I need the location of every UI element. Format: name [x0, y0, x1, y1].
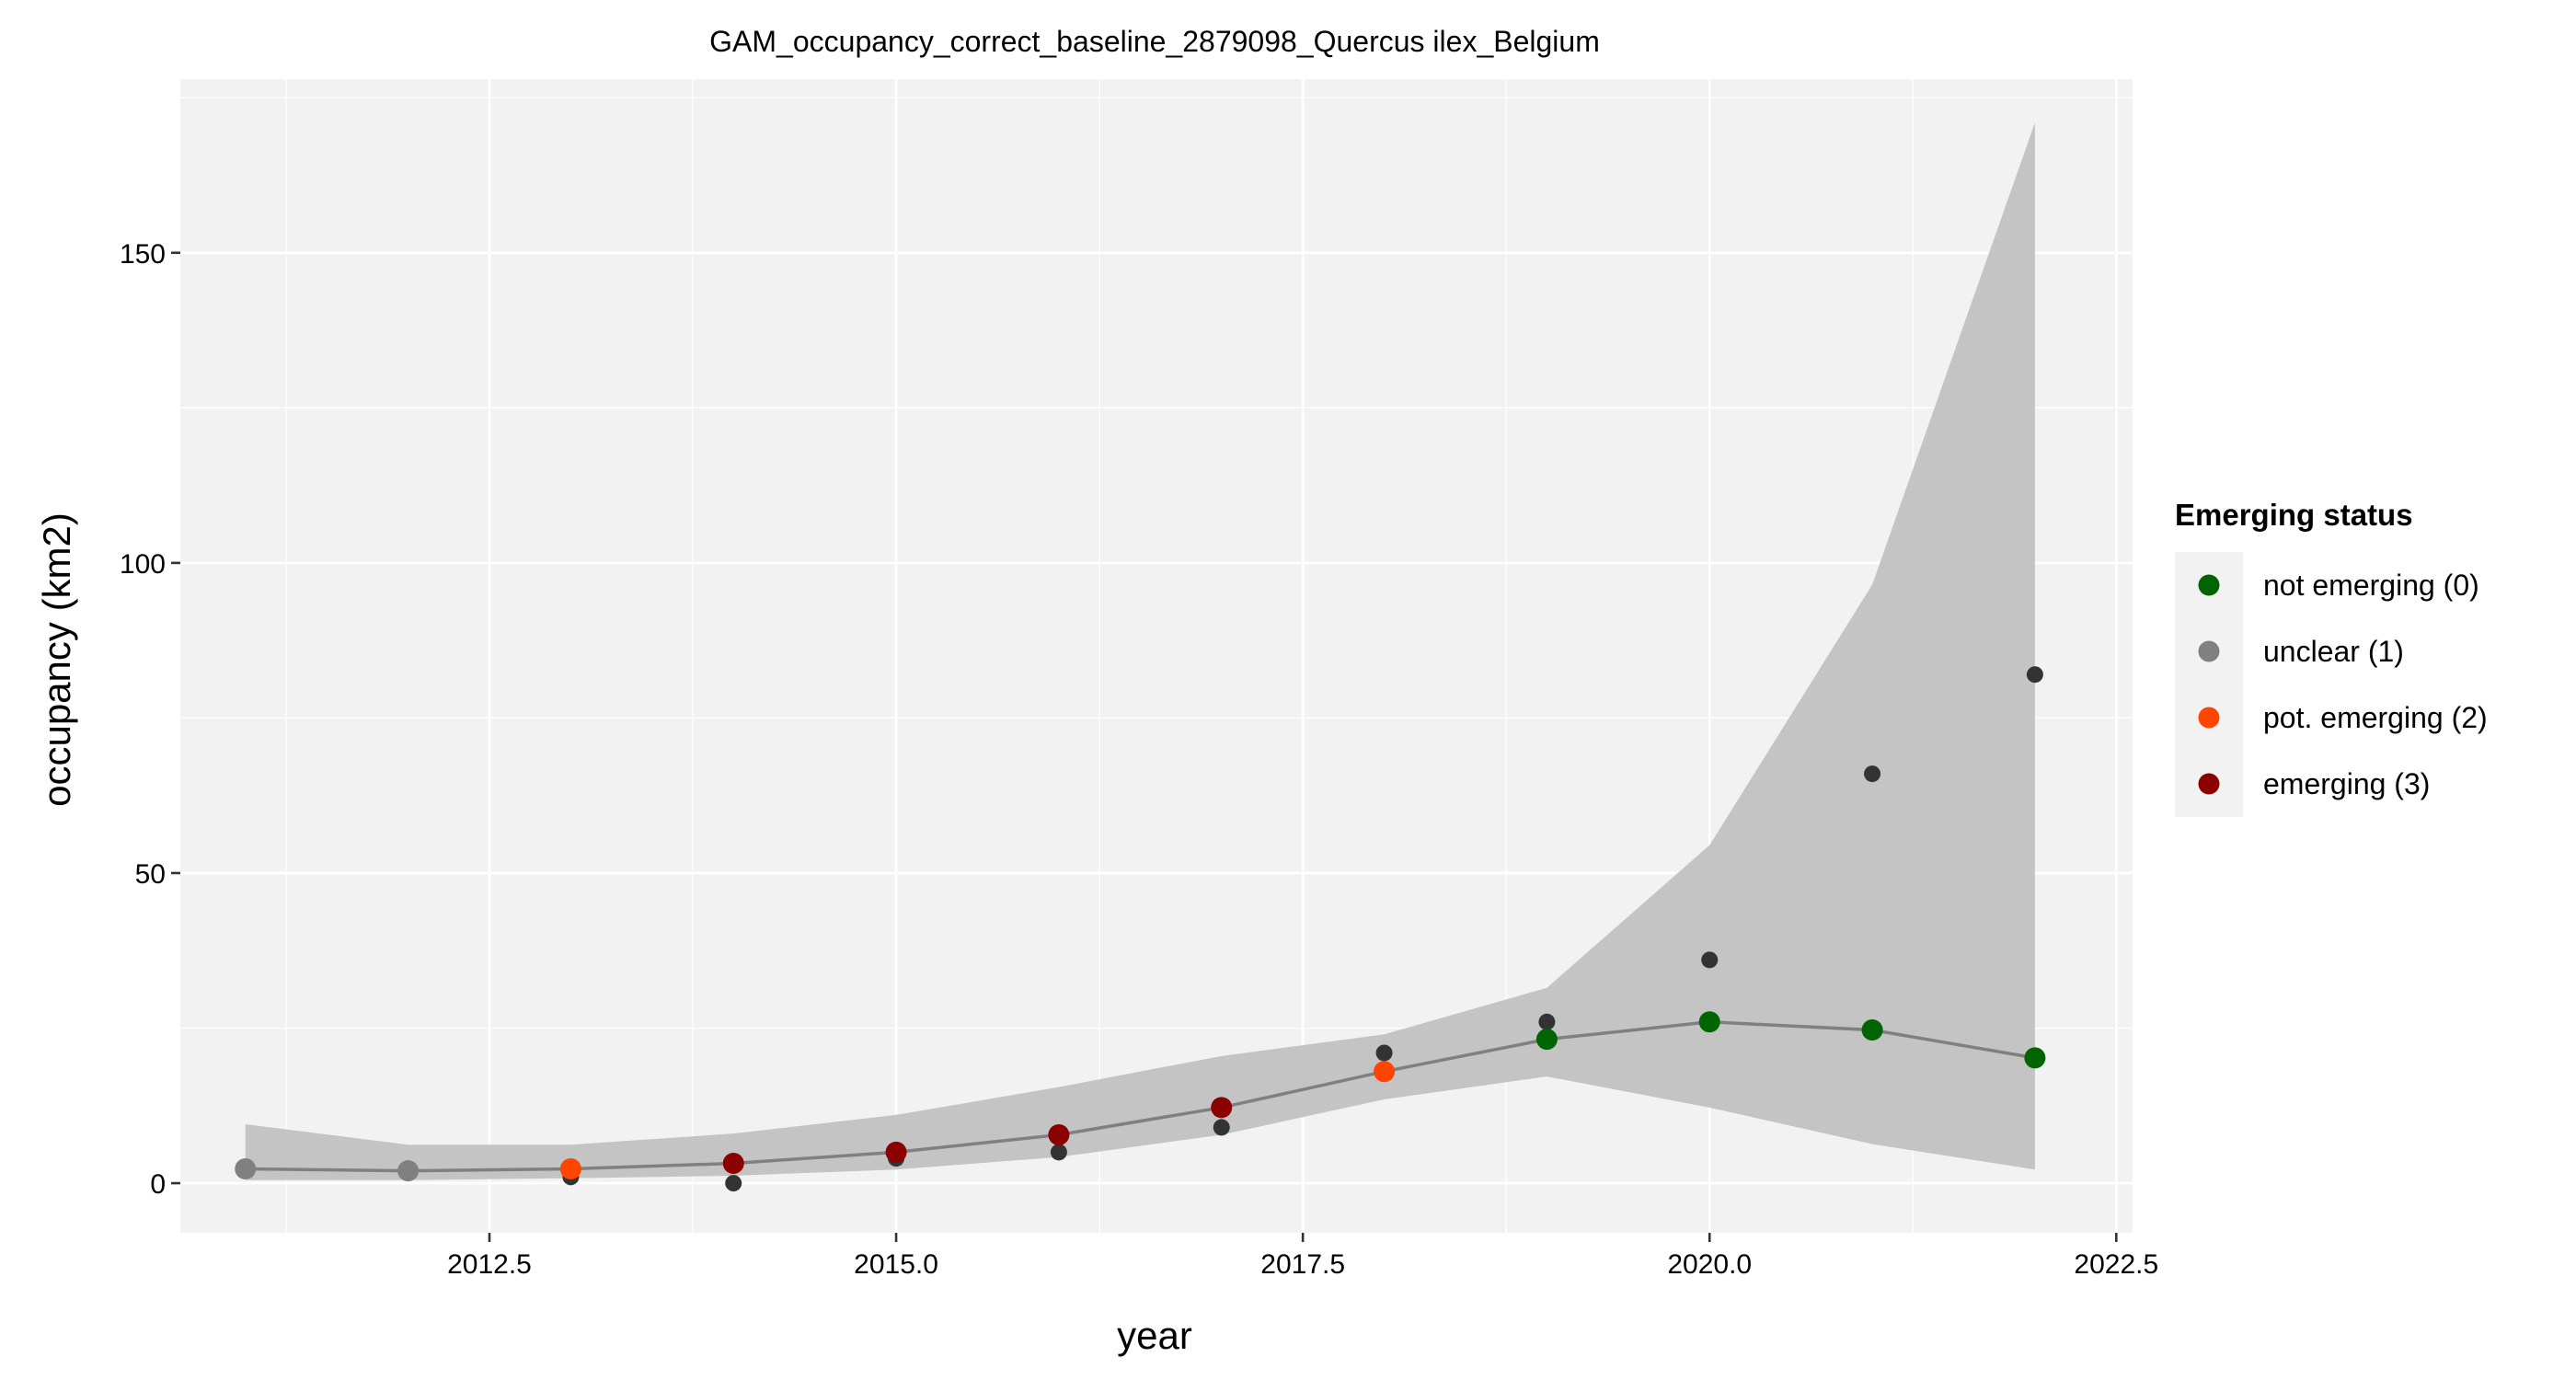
status-point [235, 1158, 257, 1180]
y-axis-title: occupancy (km2) [35, 512, 78, 807]
status-point [885, 1141, 907, 1163]
legend-label: pot. emerging (2) [2263, 701, 2488, 734]
legend-title: Emerging status [2175, 498, 2413, 532]
legend-key-1 [2198, 640, 2220, 662]
legend-key-0 [2198, 574, 2220, 596]
observed-point [1375, 1044, 1393, 1062]
observed-point [1701, 951, 1719, 969]
status-point [1861, 1019, 1883, 1041]
y-tick-label: 0 [150, 1169, 166, 1200]
status-point [1374, 1061, 1396, 1083]
legend-label: not emerging (0) [2263, 569, 2479, 602]
y-tick-label: 50 [135, 859, 166, 890]
confidence-band [245, 122, 2035, 1180]
legend-key-3 [2198, 773, 2220, 795]
chart-title: GAM_occupancy_correct_baseline_2879098_Q… [709, 25, 1600, 58]
legend-key-background [2175, 552, 2243, 817]
fitted-trend-line [245, 1020, 2036, 1173]
x-axis-title: year [1117, 1314, 1192, 1357]
status-point [559, 1158, 581, 1180]
x-tick-label: 2022.5 [2074, 1249, 2158, 1280]
observed-point [2026, 666, 2043, 684]
x-tick-label: 2017.5 [1260, 1249, 1345, 1280]
observed-point [1213, 1119, 1230, 1136]
status-point [2024, 1047, 2046, 1069]
status-point [397, 1160, 420, 1182]
x-tick-label: 2012.5 [447, 1249, 532, 1280]
major-gridlines [180, 79, 2133, 1233]
status-point [1211, 1097, 1233, 1119]
x-axis: 2012.5 2015.0 2017.5 2020.0 2022.5 [447, 1233, 2158, 1280]
y-axis: 0 50 100 150 [120, 239, 180, 1200]
legend-label: emerging (3) [2263, 767, 2430, 800]
observed-point [1050, 1144, 1067, 1161]
legend: Emerging status not emerging (0) unclear … [2175, 498, 2488, 817]
status-point [1698, 1011, 1720, 1033]
y-tick-label: 100 [120, 549, 166, 580]
y-tick-label: 150 [120, 239, 166, 270]
x-tick-label: 2020.0 [1667, 1249, 1752, 1280]
status-point [1535, 1029, 1558, 1051]
status-point [722, 1152, 744, 1174]
observed-point [1864, 765, 1881, 783]
status-points [235, 1011, 2046, 1182]
observed-point [1538, 1013, 1556, 1030]
observed-point [725, 1175, 742, 1192]
legend-key-2 [2198, 707, 2220, 729]
legend-items: not emerging (0) unclear (1) pot. emerging… [2198, 569, 2488, 800]
legend-label: unclear (1) [2263, 635, 2404, 668]
status-point [1048, 1123, 1070, 1145]
x-tick-label: 2015.0 [854, 1249, 938, 1280]
